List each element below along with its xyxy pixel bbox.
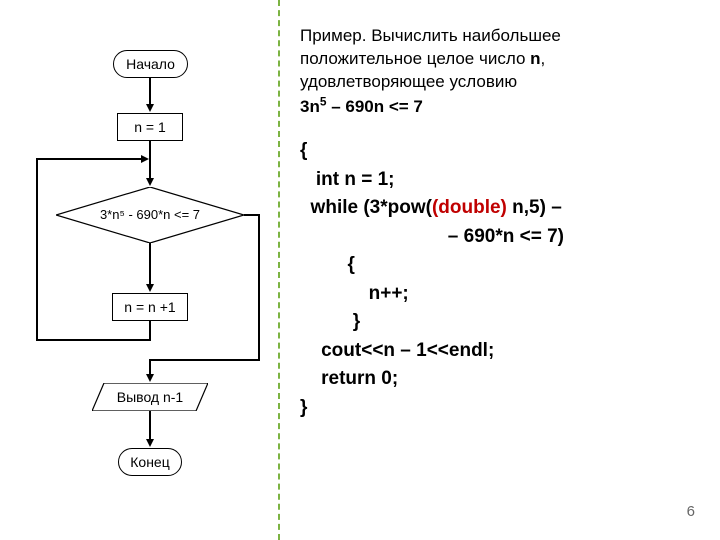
code-l4: – 690*n <= 7) — [300, 223, 700, 252]
arrow — [149, 78, 151, 106]
arrow — [149, 321, 151, 341]
problem-line3: удовлетворяющее условию — [300, 71, 700, 94]
code-l3: while (3*pow((double) n,5) – — [300, 194, 700, 223]
arrow-head — [146, 374, 154, 382]
output-label: Вывод n-1 — [92, 389, 208, 405]
arrow — [149, 411, 151, 441]
problem-statement: Пример. Вычислить наибольшее положительн… — [300, 25, 700, 119]
arrow — [36, 339, 151, 341]
arrow-head — [146, 439, 154, 447]
right-panel: Пример. Вычислить наибольшее положительн… — [300, 25, 700, 422]
flowchart-end: Конец — [118, 448, 182, 476]
flowchart-output: Вывод n-1 — [92, 383, 208, 411]
arrow-head — [146, 178, 154, 186]
flowchart-init: n = 1 — [117, 113, 183, 141]
vertical-divider — [278, 0, 280, 540]
page-number: 6 — [687, 503, 695, 520]
arrow — [150, 359, 260, 361]
problem-line2: положительное целое число n, — [300, 48, 700, 71]
flowchart-condition: 3*n⁵ - 690*n <= 7 — [56, 187, 244, 243]
flowchart: Начало n = 1 3*n⁵ - 690*n <= 7 n = n +1 … — [0, 40, 278, 520]
arrow-head — [141, 155, 149, 163]
arrow — [149, 243, 151, 286]
code-l2: int n = 1; — [300, 166, 700, 195]
code-l9: return 0; — [300, 365, 700, 394]
code-l5: { — [300, 251, 700, 280]
arrow-head — [146, 104, 154, 112]
arrow — [36, 158, 38, 341]
arrow — [258, 214, 260, 361]
code-l1: { — [300, 137, 700, 166]
flowchart-start: Начало — [113, 50, 188, 78]
flowchart-increment: n = n +1 — [112, 293, 188, 321]
init-label: n = 1 — [134, 119, 166, 135]
problem-line1: Пример. Вычислить наибольшее — [300, 25, 700, 48]
arrow-head — [146, 284, 154, 292]
condition-label: 3*n⁵ - 690*n <= 7 — [56, 207, 244, 222]
arrow — [36, 158, 143, 160]
start-label: Начало — [126, 56, 175, 72]
code-l8: cout<<n – 1<<endl; — [300, 337, 700, 366]
code-block: { int n = 1; while (3*pow((double) n,5) … — [300, 137, 700, 422]
problem-line4: 3n5 – 690n <= 7 — [300, 94, 700, 120]
code-l7: } — [300, 308, 700, 337]
end-label: Конец — [130, 454, 169, 470]
increment-label: n = n +1 — [124, 299, 175, 315]
code-l6: n++; — [300, 280, 700, 309]
code-l10: } — [300, 394, 700, 423]
arrow — [149, 141, 151, 180]
